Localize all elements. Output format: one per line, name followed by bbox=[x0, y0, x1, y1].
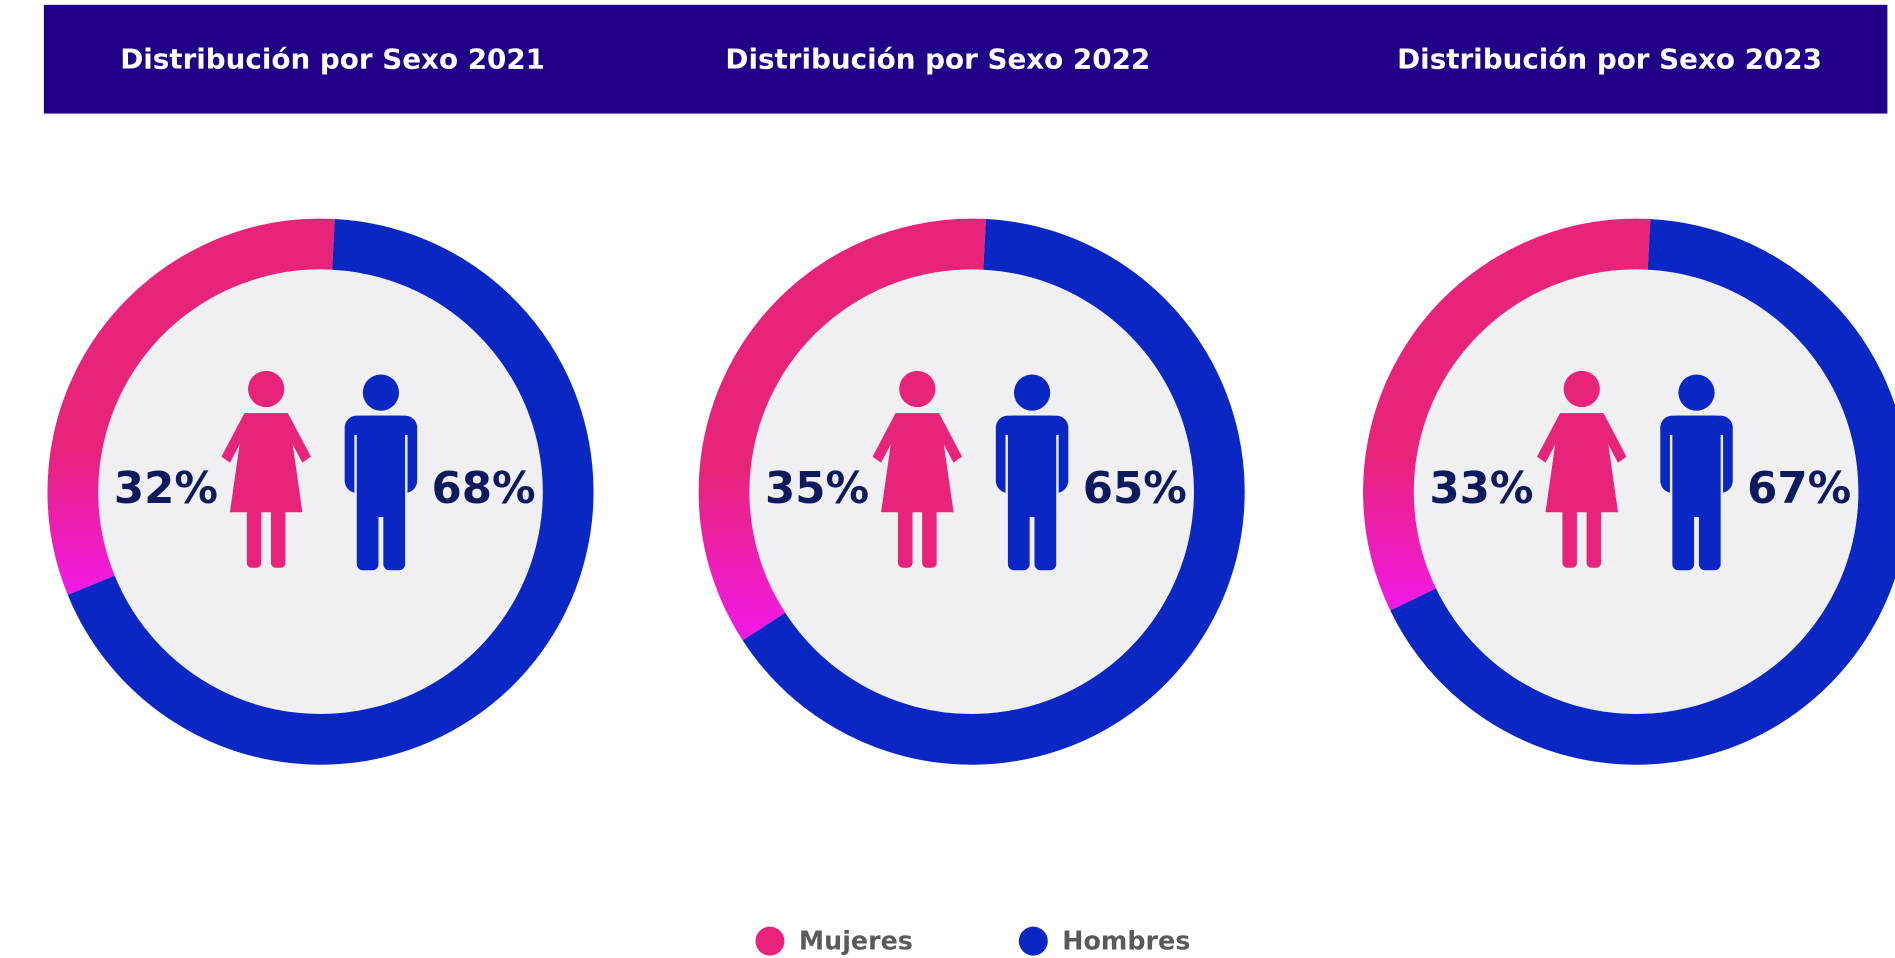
value-label: 35% bbox=[765, 464, 869, 514]
woman-icon-leg bbox=[270, 507, 286, 568]
woman-icon-leg bbox=[246, 507, 262, 568]
donut-segment bbox=[1363, 218, 1651, 611]
woman-icon-head bbox=[248, 370, 285, 408]
woman-icon-leg bbox=[1562, 507, 1577, 568]
man-icon-torso bbox=[1672, 415, 1721, 518]
man-icon-torso bbox=[356, 415, 406, 518]
man-icon-head bbox=[362, 374, 400, 411]
value-label: 68% bbox=[432, 464, 536, 514]
donut-segment bbox=[47, 218, 335, 595]
value-label: 67% bbox=[1747, 464, 1851, 514]
donut-segment bbox=[1390, 219, 1895, 765]
legend-label: Hombres bbox=[1062, 925, 1190, 955]
woman-icon-body bbox=[872, 413, 962, 513]
man-icon-leg bbox=[1007, 507, 1030, 571]
legend-label: Mujeres bbox=[799, 925, 913, 955]
chart-title: Distribución por Sexo 2023 bbox=[1397, 42, 1822, 75]
woman-icon-body bbox=[1537, 413, 1627, 513]
chart-title: Distribución por Sexo 2021 bbox=[120, 42, 545, 75]
man-icon-leg bbox=[1034, 507, 1057, 571]
header-bar bbox=[43, 4, 1888, 114]
donut-center bbox=[1413, 269, 1859, 714]
donut-segment bbox=[742, 219, 1245, 765]
donut-center bbox=[749, 269, 1194, 714]
chart-title: Distribución por Sexo 2022 bbox=[725, 42, 1150, 75]
man-icon-leg bbox=[1672, 507, 1695, 571]
donut-segment bbox=[67, 219, 594, 765]
woman-icon-leg bbox=[897, 507, 913, 568]
man-icon-leg bbox=[383, 507, 406, 571]
value-label: 32% bbox=[114, 464, 218, 514]
legend-swatch bbox=[755, 926, 785, 956]
value-label: 33% bbox=[1429, 464, 1533, 514]
value-label: 65% bbox=[1083, 464, 1187, 514]
woman-icon-leg bbox=[922, 507, 937, 568]
donut-center bbox=[98, 269, 543, 714]
man-icon-head bbox=[1678, 374, 1715, 411]
man-icon-head bbox=[1013, 374, 1051, 411]
legend-swatch bbox=[1018, 926, 1048, 956]
man-icon-leg bbox=[1698, 507, 1721, 571]
man-icon-leg bbox=[356, 507, 379, 571]
woman-icon-body bbox=[221, 413, 311, 513]
woman-icon-leg bbox=[1586, 507, 1602, 568]
woman-icon-head bbox=[1563, 370, 1600, 408]
donut-segment bbox=[698, 218, 986, 641]
man-icon-torso bbox=[1007, 415, 1057, 518]
woman-icon-head bbox=[899, 370, 936, 408]
